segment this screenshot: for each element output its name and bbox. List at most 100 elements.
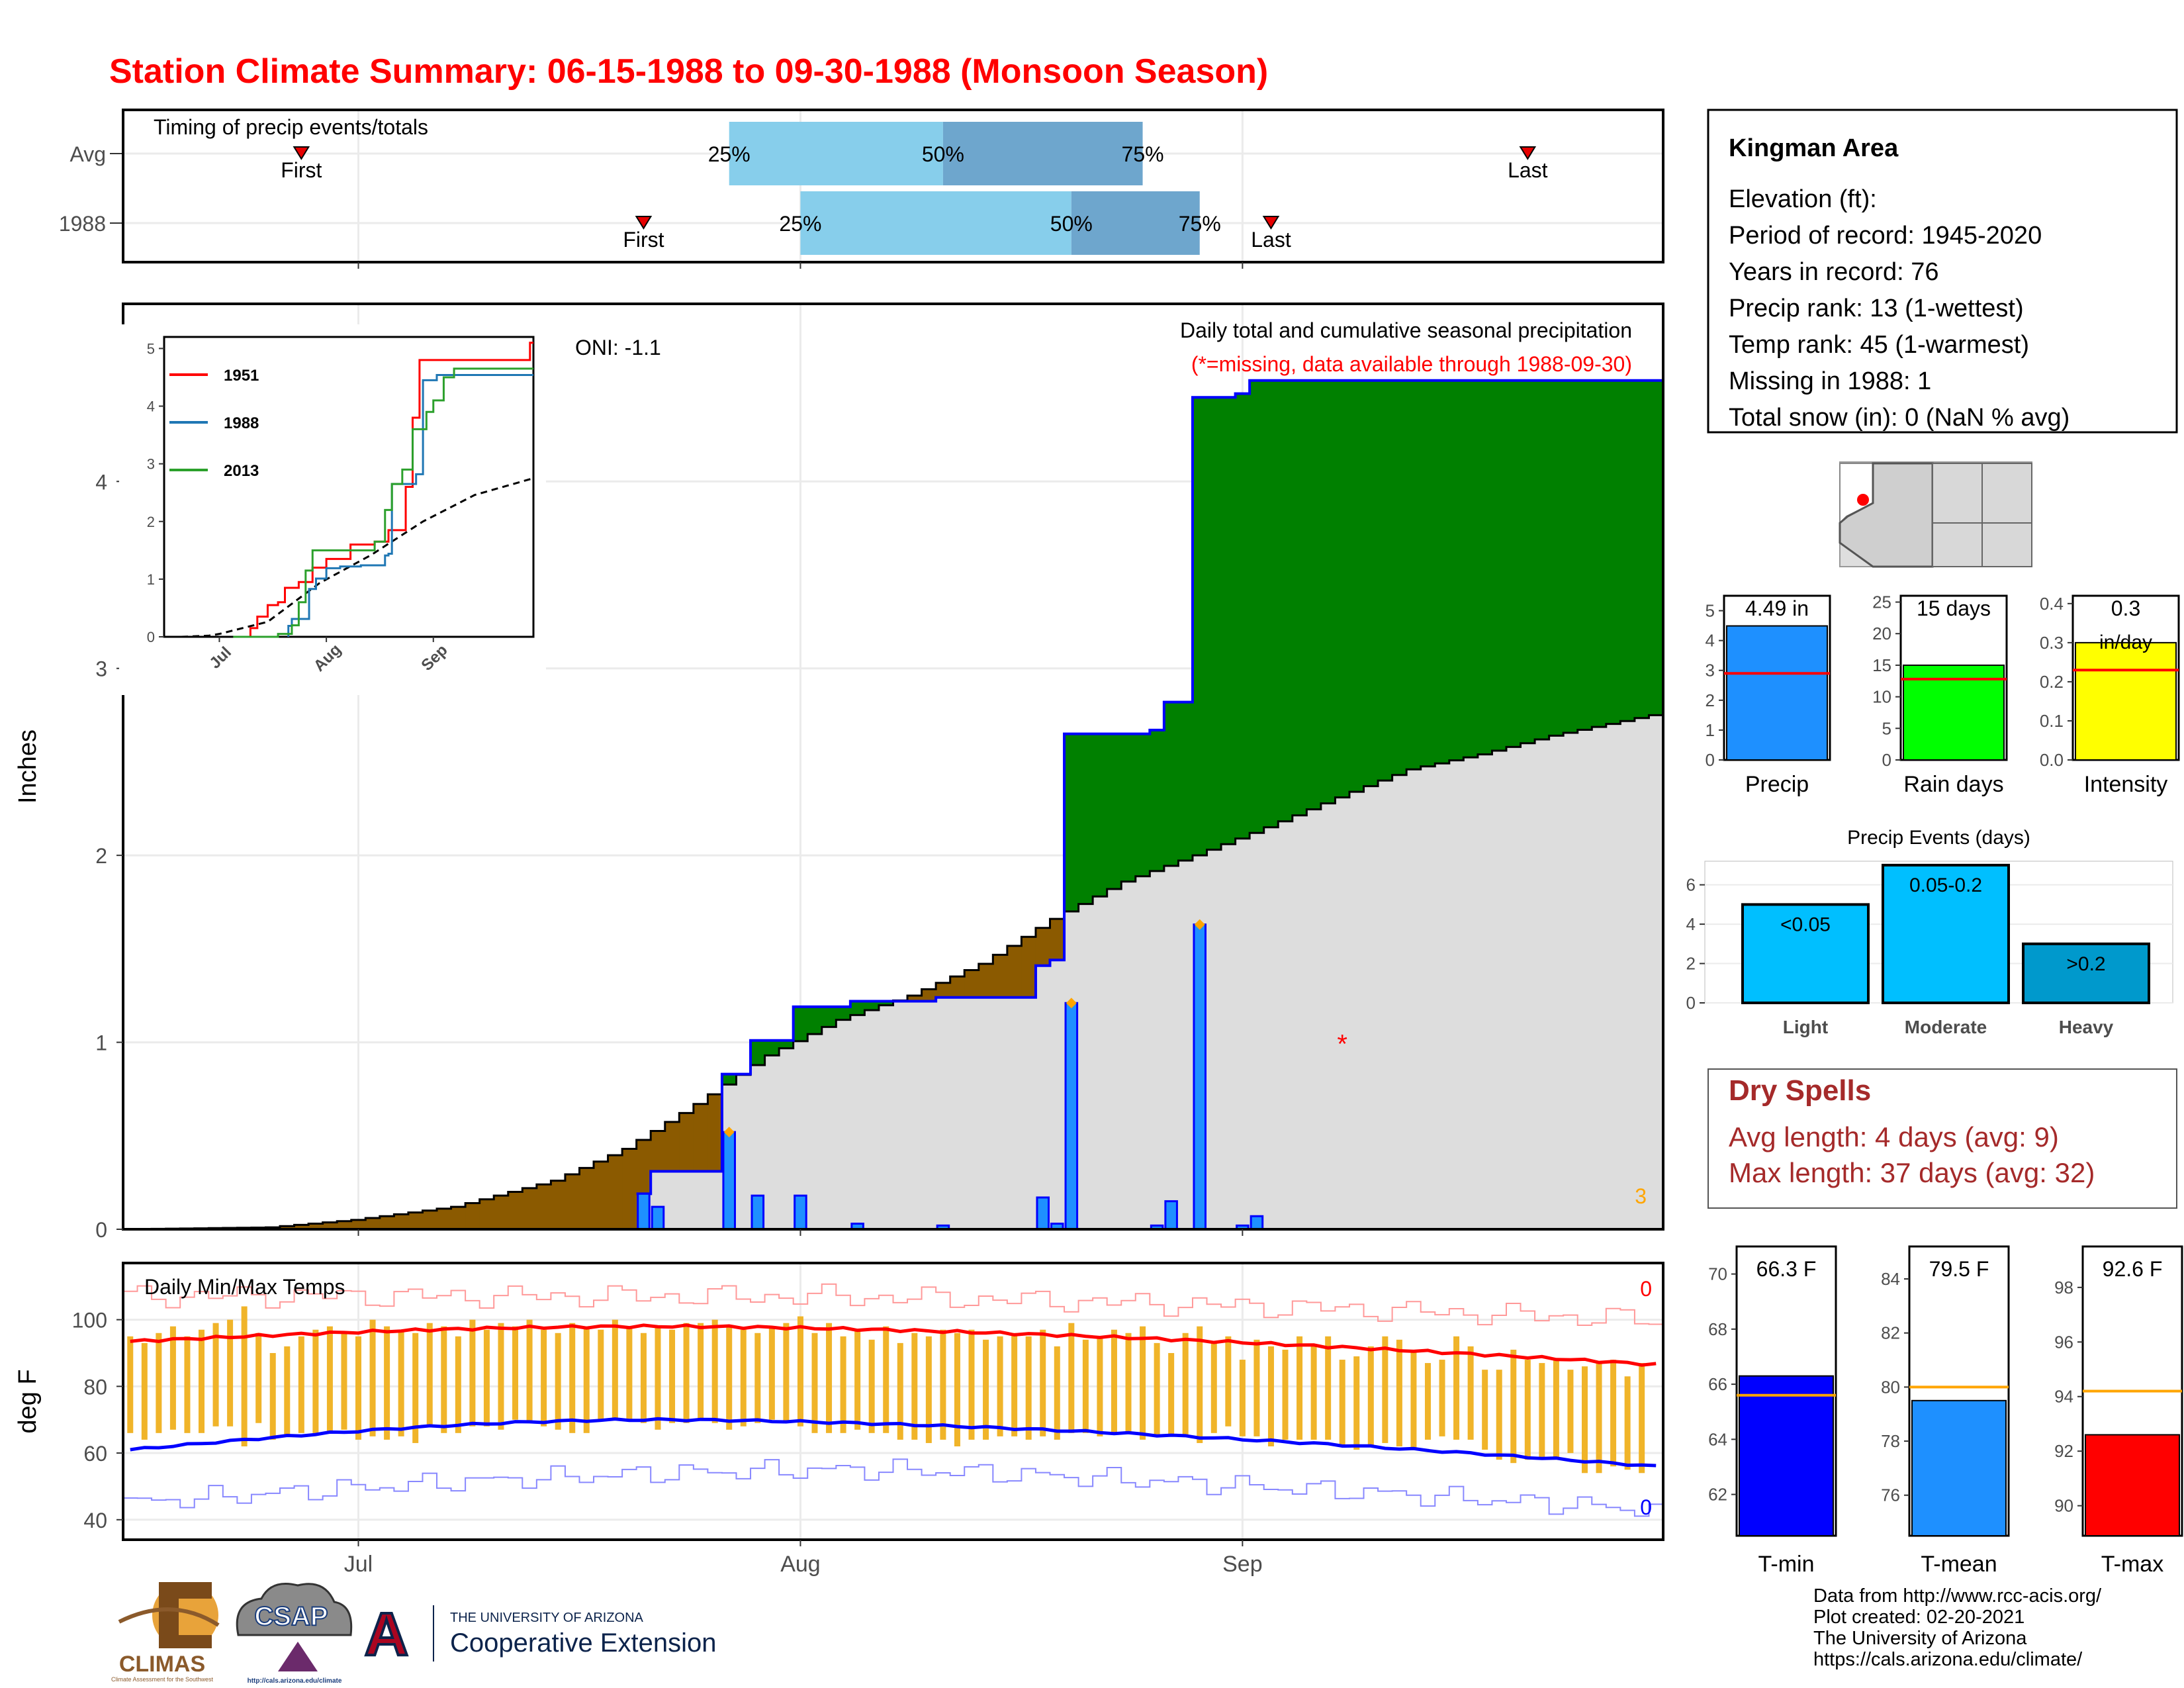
temp-bar-tick-label: 94 bbox=[2054, 1387, 2073, 1407]
station-name: Kingman Area bbox=[1729, 134, 1899, 162]
temp-bar-value bbox=[1911, 1399, 2007, 1537]
mini-bar-tick-label: 0.4 bbox=[2040, 594, 2064, 614]
dry-spells-avg: Avg length: 4 days (avg: 9) bbox=[1729, 1121, 2059, 1152]
surplus-area bbox=[836, 1006, 851, 1020]
daily-temp-range-bar bbox=[1310, 1346, 1317, 1440]
daily-temp-range-bar bbox=[683, 1323, 690, 1423]
surplus-area bbox=[1549, 380, 1564, 736]
daily-temp-range-bar bbox=[1596, 1363, 1602, 1474]
daily-temp-range-bar bbox=[911, 1333, 918, 1440]
daily-temp-range-bar bbox=[940, 1329, 946, 1440]
record-low-line bbox=[123, 1458, 1663, 1517]
daily-temp-range-bar bbox=[1125, 1333, 1132, 1433]
avg-min-temp-line bbox=[130, 1417, 1657, 1468]
deficit-area bbox=[693, 1103, 708, 1172]
timing-percentile-label: 50% bbox=[1050, 212, 1093, 236]
deficit-area bbox=[950, 976, 965, 998]
daily-precip-bar bbox=[1250, 1215, 1264, 1231]
inset-y-tick-label: 4 bbox=[147, 399, 155, 415]
mini-bar-value-label: 0.3 bbox=[2111, 596, 2140, 620]
surplus-area bbox=[1577, 380, 1592, 730]
deficit-area bbox=[1021, 937, 1036, 998]
surplus-area bbox=[807, 1006, 823, 1035]
csap-logo-mountain bbox=[278, 1642, 318, 1671]
daily-temp-range-bar bbox=[1339, 1360, 1345, 1446]
daily-temp-range-bar bbox=[369, 1319, 376, 1436]
temp-y-tick-label: 100 bbox=[72, 1309, 107, 1333]
station-info-line: Elevation (ft): bbox=[1729, 185, 1877, 213]
daily-temp-range-bar bbox=[426, 1323, 433, 1427]
daily-temp-range-bar bbox=[1140, 1326, 1146, 1440]
mini-bar-value-label: 15 days bbox=[1917, 596, 1991, 620]
temp-bar-tick-label: 62 bbox=[1708, 1485, 1727, 1505]
daily-temp-range-bar bbox=[156, 1333, 162, 1433]
surplus-area bbox=[1492, 380, 1507, 751]
daily-temp-range-bar bbox=[412, 1333, 419, 1443]
precip-y-tick-label: 1 bbox=[95, 1031, 107, 1055]
timing-first-label: First bbox=[623, 228, 664, 252]
daily-temp-range-bar bbox=[1567, 1370, 1574, 1454]
mini-bar-tick-label: 0.3 bbox=[2040, 633, 2064, 653]
record-low-count: 0 bbox=[1640, 1495, 1652, 1519]
mini-bar-label: Intensity bbox=[2084, 772, 2168, 797]
surplus-area bbox=[1392, 380, 1407, 775]
temp-x-tick-label: Aug bbox=[780, 1552, 821, 1577]
precip-event-category: Heavy bbox=[2059, 1017, 2114, 1037]
station-location-marker bbox=[1857, 494, 1869, 506]
ua-logo-letter: A bbox=[365, 1601, 408, 1668]
daily-temp-range-bar bbox=[1267, 1346, 1274, 1446]
dry-spells-max: Max length: 37 days (avg: 32) bbox=[1729, 1157, 2095, 1188]
record-high-line bbox=[123, 1283, 1663, 1326]
daily-temp-range-bar bbox=[954, 1333, 960, 1446]
oni-label: ONI: -1.1 bbox=[575, 336, 661, 359]
timing-last-label: Last bbox=[1251, 228, 1291, 252]
surplus-area bbox=[1649, 380, 1664, 716]
temp-bar-tick-label: 82 bbox=[1881, 1323, 1900, 1343]
deficit-area bbox=[636, 1140, 651, 1194]
daily-temp-range-bar bbox=[598, 1329, 604, 1420]
mini-bar-tick-label: 0.0 bbox=[2040, 750, 2064, 770]
temp-bar-value-label: 92.6 F bbox=[2103, 1257, 2163, 1281]
deficit-area bbox=[707, 1094, 723, 1172]
deficit-area bbox=[907, 995, 923, 1002]
precip-events-chart: Precip Events (days) <0.05 Light 0.05-0.2 Mo… bbox=[1686, 827, 2173, 1037]
inset-y-tick-label: 2 bbox=[147, 514, 155, 530]
surplus-area bbox=[1435, 380, 1450, 764]
climas-logo-text: CLIMAS bbox=[119, 1652, 205, 1677]
daily-temp-range-bar bbox=[1610, 1360, 1617, 1467]
surplus-area bbox=[1093, 733, 1108, 897]
temp-panel: Daily Min/Max Temps 0 0 40 60 80 100 Jul Aug Sep d… bbox=[14, 1262, 1664, 1577]
observed-cumulative-line bbox=[636, 379, 1663, 1196]
inset-y-tick-label: 0 bbox=[147, 629, 155, 645]
surplus-area bbox=[1135, 733, 1150, 876]
surplus-area bbox=[1192, 397, 1208, 856]
daily-temp-range-bar bbox=[341, 1333, 347, 1430]
daily-temp-range-bar bbox=[526, 1319, 533, 1423]
precip-y-tick-label: 3 bbox=[95, 657, 107, 681]
missing-count: 3 bbox=[1635, 1184, 1647, 1208]
daily-temp-range-bar bbox=[355, 1336, 362, 1440]
surplus-area bbox=[1064, 733, 1079, 912]
mini-bar-tick-label: 5 bbox=[1706, 601, 1715, 621]
daily-temp-range-bar bbox=[826, 1323, 833, 1433]
daily-temp-range-bar bbox=[326, 1326, 333, 1433]
precip-y-tick-label: 4 bbox=[95, 470, 107, 494]
daily-temp-range-bar bbox=[612, 1319, 618, 1420]
daily-precip-bar bbox=[1193, 923, 1207, 1231]
mini-bar-tick-label: 0 bbox=[1706, 750, 1715, 770]
temp-bar-value-label: 79.5 F bbox=[1929, 1257, 1989, 1281]
daily-temp-range-bar bbox=[269, 1352, 276, 1440]
daily-temp-range-bar bbox=[783, 1323, 790, 1423]
deficit-area bbox=[921, 989, 936, 1002]
deficit-area bbox=[594, 1161, 609, 1229]
station-info-line: Total snow (in): 0 (NaN % avg) bbox=[1729, 404, 2070, 432]
daily-temp-range-bar bbox=[1382, 1336, 1388, 1443]
daily-temp-range-bar bbox=[1054, 1346, 1060, 1440]
ua-logo-line1: THE UNIVERSITY OF ARIZONA bbox=[450, 1611, 644, 1625]
timing-first-marker bbox=[635, 216, 653, 230]
daily-temp-range-bar bbox=[1367, 1346, 1374, 1446]
daily-temp-range-bar bbox=[797, 1316, 803, 1427]
daily-temp-range-bar bbox=[740, 1329, 747, 1427]
daily-temp-range-bar bbox=[840, 1336, 846, 1433]
